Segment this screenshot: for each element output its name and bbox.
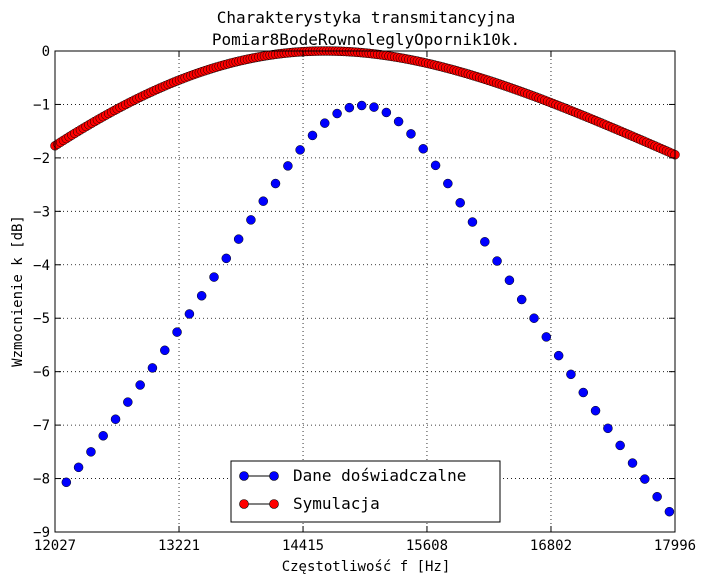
measured-point	[492, 256, 502, 266]
measured-point	[393, 116, 404, 127]
measured-point	[578, 387, 589, 398]
measured-point	[369, 102, 379, 112]
x-tick-label: 13221	[158, 538, 200, 554]
measured-point	[344, 102, 355, 113]
y-tick-label: −7	[33, 418, 50, 434]
measured-point	[381, 107, 392, 118]
chart-subtitle: Pomiar8BodeRownoleglyOpornik10k.	[212, 30, 520, 49]
measured-point	[430, 160, 441, 171]
measured-point	[627, 458, 638, 468]
measured-point	[295, 145, 305, 155]
legend-marker-simulation	[239, 499, 249, 509]
chart-title: Charakterystyka transmitancyjna	[217, 8, 516, 27]
measured-point	[406, 129, 416, 139]
measured-point	[553, 350, 564, 361]
measured-point	[443, 178, 453, 189]
measured-point	[196, 291, 207, 301]
x-tick-label: 17996	[654, 538, 696, 554]
grid	[55, 51, 675, 532]
x-tick-label: 12027	[34, 538, 76, 554]
measured-point	[332, 108, 342, 119]
y-tick-label: −9	[33, 525, 50, 541]
measured-point	[516, 294, 527, 305]
legend-marker-measured	[239, 471, 249, 481]
measured-point	[233, 234, 244, 244]
legend: Dane doświadczalne Symulacja	[230, 460, 501, 523]
measured-point	[467, 217, 478, 227]
measured-point	[640, 474, 650, 484]
y-tick-label: −3	[33, 204, 50, 220]
measured-point	[652, 491, 662, 502]
measured-point	[664, 506, 675, 517]
measured-point	[160, 345, 170, 356]
measured-point	[566, 369, 576, 380]
axis-ticks: 12027 13221 14415 15608 16802 17996 0 −1 −2 −3 −4 −…	[33, 44, 696, 554]
measured-point	[590, 405, 601, 416]
measured-point	[147, 363, 158, 373]
measured-point	[541, 332, 552, 342]
y-tick-label: −2	[33, 151, 50, 167]
measured-point	[172, 327, 182, 337]
y-tick-label: −5	[33, 311, 50, 327]
legend-label-simulation: Symulacja	[293, 494, 380, 513]
measured-point	[246, 215, 256, 225]
legend-box	[230, 460, 501, 523]
measured-point	[320, 118, 330, 128]
measured-point	[86, 447, 96, 457]
measured-point	[504, 275, 515, 286]
measured-point	[615, 440, 625, 451]
measured-point	[418, 144, 428, 154]
measured-point	[221, 253, 232, 264]
measured-point	[307, 130, 318, 141]
y-axis-label: Wzmocnienie k [dB]	[10, 215, 26, 367]
y-tick-label: −1	[33, 97, 50, 113]
measured-point	[603, 423, 613, 434]
y-tick-label: 0	[42, 44, 50, 60]
measured-point	[123, 397, 133, 407]
legend-label-measured: Dane doświadczalne	[293, 466, 466, 485]
x-tick-label: 15608	[406, 538, 448, 554]
measured-point	[98, 431, 108, 441]
legend-marker-simulation	[269, 499, 279, 509]
legend-marker-measured	[269, 471, 279, 481]
measured-point	[73, 462, 84, 473]
measured-point	[270, 178, 281, 189]
x-tick-label: 16802	[530, 538, 572, 554]
measured-point	[455, 198, 465, 208]
y-tick-label: −6	[33, 365, 50, 381]
measured-point	[135, 380, 145, 390]
measured-point	[184, 309, 195, 319]
measured-point	[529, 313, 539, 323]
measured-point	[283, 161, 293, 171]
measured-point	[356, 100, 367, 111]
measured-point	[110, 414, 121, 424]
x-tick-label: 14415	[282, 538, 324, 554]
measured-point	[258, 196, 269, 206]
measured-point	[209, 272, 219, 282]
measured-point	[61, 477, 72, 488]
y-tick-label: −8	[33, 472, 50, 488]
measured-point	[480, 237, 490, 247]
x-axis-label: Częstotliwość f [Hz]	[282, 559, 451, 575]
data-marks	[50, 46, 680, 517]
plot-frame	[54, 50, 676, 533]
y-tick-label: −4	[33, 258, 50, 274]
